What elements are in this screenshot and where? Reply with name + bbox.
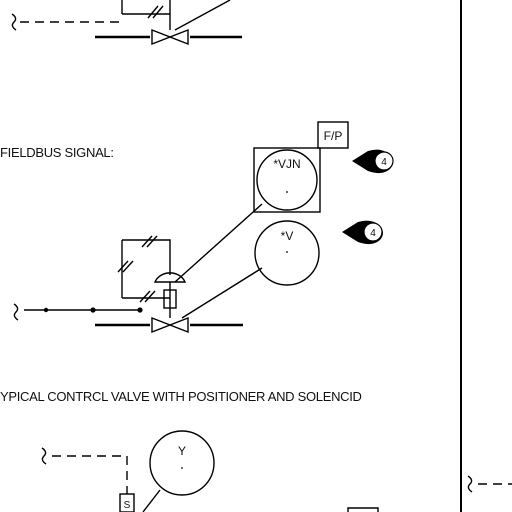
- v-instrument: *V: [254, 220, 320, 286]
- v-instrument-bubble: [254, 220, 320, 286]
- fieldbus-signal-label: FIELDBUS SIGNAL:: [0, 145, 114, 160]
- vjn-instrument: *VJN: [253, 147, 321, 213]
- valve-body-top: [151, 28, 189, 46]
- note-number-1: 4: [381, 157, 387, 168]
- y-instrument-bubble: [149, 430, 215, 496]
- signal-break-symbol-top: [11, 13, 17, 31]
- note-number-2: 4: [370, 228, 376, 239]
- note-flag-1: 4: [352, 149, 394, 174]
- signal-break-symbol-mid: [13, 303, 19, 321]
- link-to-vjn: [174, 203, 263, 283]
- diaphragm-actuator: [153, 272, 187, 283]
- valve-body-mid: [151, 316, 189, 334]
- pneumatic-loop-top: [122, 239, 171, 275]
- signal-break-symbol-bottom: [41, 447, 47, 465]
- positioner-box: [163, 289, 177, 309]
- note-flag-2: 4: [342, 220, 383, 245]
- partial-box-bottom: [347, 507, 379, 512]
- link-to-v: [181, 267, 263, 319]
- hash-mark-top-2: [152, 5, 164, 19]
- vjn-tag: *VJN: [273, 157, 300, 171]
- fp-box: [317, 121, 349, 149]
- y-tag: Y: [178, 444, 186, 458]
- hash-mark-top-1: [147, 5, 159, 19]
- fp-label: F/P: [324, 129, 343, 143]
- solenoid-label: S: [124, 500, 131, 511]
- vjn-shared-display-box: [253, 147, 321, 213]
- link-to-y: [142, 489, 161, 512]
- top-valve-assembly: [11, 0, 242, 46]
- positioner-link-top: [174, 0, 231, 31]
- v-tag: *V: [281, 229, 294, 243]
- fp-converter: F/P: [317, 121, 349, 149]
- signal-break-symbol-right: [467, 475, 473, 493]
- middle-valve-assembly: [13, 203, 263, 334]
- solenoid-box: [119, 493, 135, 512]
- bottom-valve-assembly: S Y: [41, 430, 379, 512]
- vjn-instrument-bubble: [256, 149, 318, 211]
- typical-valve-caption: YPICAL CONTRCL VALVE WITH POSITIONER AND…: [0, 389, 362, 404]
